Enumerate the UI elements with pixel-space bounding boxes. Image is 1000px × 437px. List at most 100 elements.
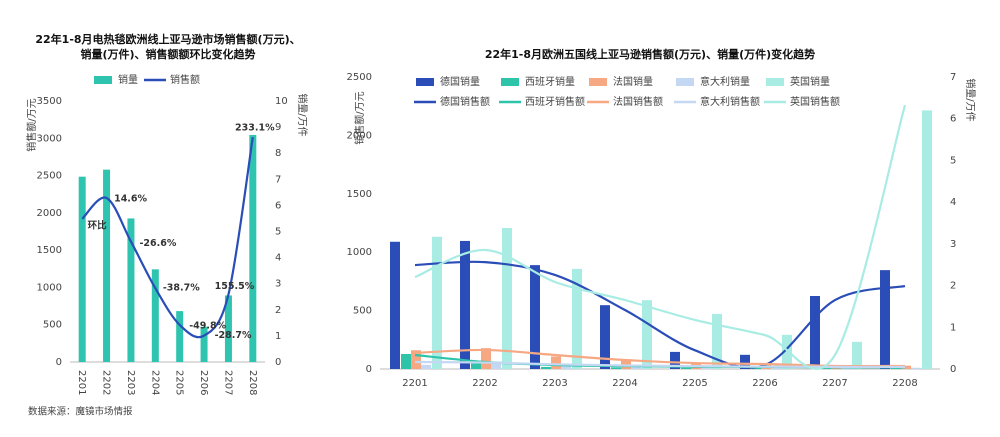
bar (200, 326, 208, 362)
y2-tick-label: 4 (950, 197, 956, 208)
legend-label: 法国销量 (613, 75, 653, 88)
bar (821, 368, 831, 369)
bar (841, 367, 851, 369)
y-tick-label: 1000 (37, 282, 62, 293)
bar (432, 236, 442, 369)
bar (670, 351, 680, 369)
y-tick-label: 500 (43, 320, 62, 331)
bar (491, 362, 501, 369)
legend-label: 销量 (118, 73, 138, 86)
legend-label: 英国销量 (790, 75, 830, 88)
legend-swatch (416, 78, 434, 86)
x-tick-label: 2205 (682, 378, 707, 389)
y2-tick-label: 6 (275, 200, 281, 211)
y2-axis-label: 销量/万件 (964, 78, 977, 121)
legend-label: 销售额 (170, 73, 200, 86)
growth-label: 155.5% (215, 281, 255, 292)
y2-tick-label: 0 (275, 357, 281, 368)
bar (712, 313, 722, 369)
bar (891, 368, 901, 369)
bar (631, 366, 641, 369)
x-tick-label: 2203 (542, 378, 567, 389)
line (414, 260, 906, 369)
y2-tick-label: 3 (950, 239, 956, 250)
legend-swatch (589, 78, 607, 86)
legend-label: 法国销售额 (613, 95, 663, 108)
bar (751, 367, 761, 369)
y-tick-label: 1500 (37, 245, 62, 256)
source-note: 数据来源：魔镜市场情报 (28, 406, 133, 418)
y2-tick-label: 0 (950, 364, 956, 375)
y-tick-label: 2000 (37, 208, 62, 219)
y-tick-label: 3500 (37, 96, 62, 107)
x-tick-label: 2204 (149, 370, 160, 395)
x-tick-label: 2201 (402, 378, 427, 389)
bar (852, 341, 862, 369)
y2-tick-label: 1 (275, 331, 281, 342)
x-tick-label: 2206 (752, 378, 777, 389)
line (414, 360, 906, 369)
y2-tick-label: 5 (950, 155, 956, 166)
growth-label: -28.7% (215, 330, 252, 341)
x-tick-label: 2207 (822, 378, 847, 389)
y2-tick-label: 5 (275, 227, 281, 238)
x-tick-label: 2207 (222, 370, 233, 395)
legend-label: 意大利销量 (700, 75, 750, 88)
bar (421, 364, 431, 369)
x-tick-label: 2202 (101, 370, 112, 395)
y2-tick-label: 2 (950, 281, 956, 292)
bar (176, 311, 184, 362)
bar (642, 300, 652, 369)
x-tick-label: 2205 (174, 370, 185, 395)
bar (401, 353, 411, 369)
y-tick-label: 2000 (347, 130, 372, 141)
legend-swatch (766, 78, 784, 86)
growth-label: 14.6% (114, 193, 147, 204)
legend-label: 西班牙销售额 (525, 95, 585, 108)
legend-swatch (676, 78, 694, 86)
legend-label: 德国销量 (440, 75, 480, 88)
bar (681, 367, 691, 369)
growth-label: -26.6% (139, 238, 176, 249)
bar (701, 366, 711, 369)
legend-label: 意大利销售额 (700, 95, 760, 108)
y2-tick-label: 1 (950, 322, 956, 333)
bar (922, 110, 932, 369)
legend-label: 英国销售额 (790, 95, 840, 108)
y2-tick-label: 4 (275, 253, 281, 264)
y2-tick-label: 7 (275, 174, 281, 185)
y-tick-label: 1500 (347, 189, 372, 200)
growth-label: 233.1% (235, 123, 275, 134)
x-tick-label: 2202 (472, 378, 497, 389)
growth-label: -38.7% (163, 283, 200, 294)
y-tick-label: 3000 (37, 133, 62, 144)
y-tick-label: 0 (56, 357, 62, 368)
bar (810, 296, 820, 369)
chart-title: 销量(万件)、销售额额环比变化趋势 (80, 47, 255, 61)
y-axis-label: 销售额/万元 (25, 98, 38, 151)
legend-label: 德国销售额 (440, 95, 490, 108)
bar (561, 365, 571, 369)
growth-label: -49.8% (189, 320, 226, 331)
x-tick-label: 2203 (125, 370, 136, 395)
y-axis-label: 销售额/万元 (353, 91, 366, 144)
chart-title: 22年1-8月欧洲五国线上亚马逊销售额(万元)、销量(万件)变化趋势 (485, 47, 815, 61)
y2-tick-label: 10 (275, 96, 288, 107)
bar (460, 240, 470, 369)
y2-tick-label: 6 (950, 114, 956, 125)
bar (572, 268, 582, 369)
x-tick-label: 2208 (247, 370, 258, 395)
y-tick-label: 2500 (37, 171, 62, 182)
y-tick-label: 1000 (347, 247, 372, 258)
y-tick-label: 2500 (347, 72, 372, 83)
bar (740, 354, 750, 369)
bar (390, 241, 400, 369)
bar (901, 365, 911, 369)
bar (249, 134, 257, 362)
bar (151, 269, 159, 362)
bar (224, 295, 232, 362)
bar (611, 367, 621, 369)
y2-tick-label: 7 (950, 72, 956, 83)
growth-label: 环比 (88, 219, 108, 231)
